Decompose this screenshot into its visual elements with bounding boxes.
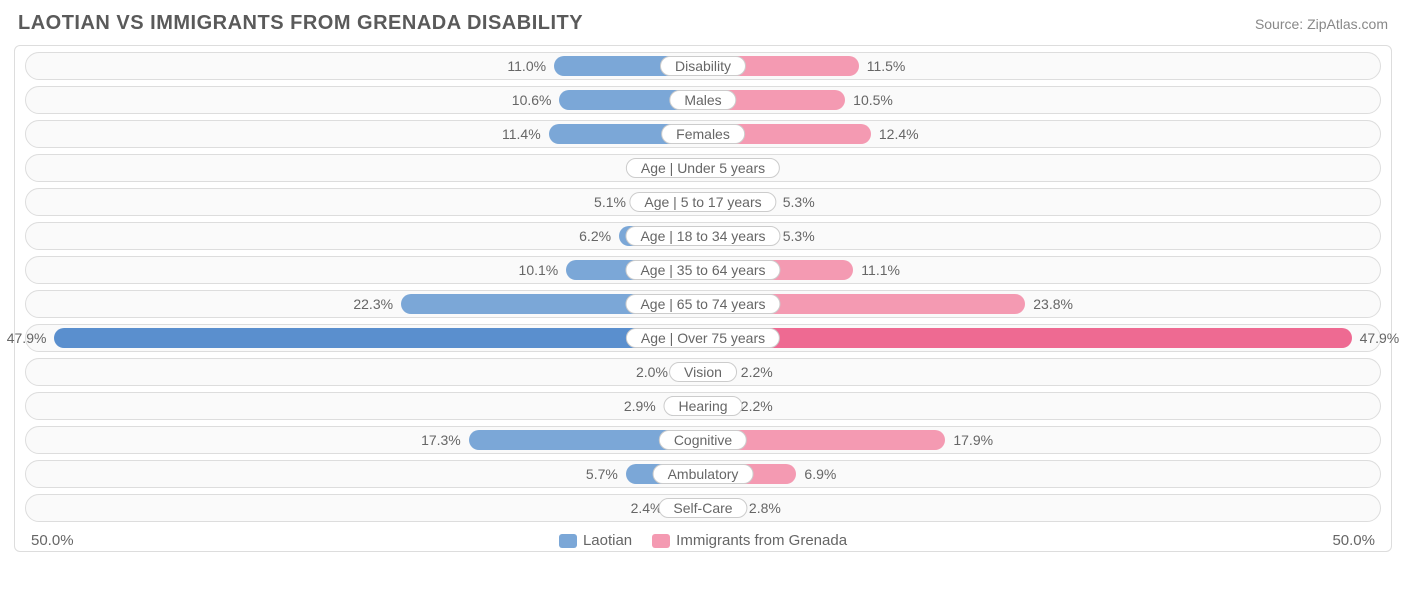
- value-left: 17.3%: [421, 427, 461, 453]
- category-label: Vision: [669, 362, 737, 382]
- category-label: Disability: [660, 56, 746, 76]
- chart-row: 2.9% 2.2%Hearing: [25, 392, 1381, 420]
- category-label: Age | 5 to 17 years: [629, 192, 776, 212]
- legend: Laotian Immigrants from Grenada: [559, 532, 847, 549]
- category-label: Age | Over 75 years: [626, 328, 780, 348]
- value-right: 2.2%: [741, 359, 773, 385]
- chart-row: 2.4%2.8%Self-Care: [25, 494, 1381, 522]
- axis-max-right: 50.0%: [1332, 532, 1375, 549]
- value-left: 47.9%: [7, 325, 47, 351]
- chart-row: 11.4% 12.4% Females: [25, 120, 1381, 148]
- value-right: 5.3%: [783, 189, 815, 215]
- chart-row: 47.9%47.9%Age | Over 75 years: [25, 324, 1381, 352]
- diverging-bar-chart: 11.0% 11.5% Disability 10.6% 10.5% Males 11.4%…: [14, 45, 1392, 552]
- category-label: Self-Care: [658, 498, 747, 518]
- chart-footer: 50.0% Laotian Immigrants from Grenada 50…: [25, 528, 1381, 549]
- value-left: 22.3%: [353, 291, 393, 317]
- value-left: 2.9%: [624, 393, 656, 419]
- value-left: 11.0%: [507, 53, 546, 79]
- category-label: Males: [669, 90, 736, 110]
- category-label: Females: [661, 124, 745, 144]
- value-left: 10.1%: [519, 257, 559, 283]
- value-right: 47.9%: [1360, 325, 1400, 351]
- category-label: Cognitive: [659, 430, 747, 450]
- value-right: 12.4%: [879, 121, 919, 147]
- category-label: Age | 65 to 74 years: [625, 294, 780, 314]
- chart-row: 10.6% 10.5% Males: [25, 86, 1381, 114]
- value-right: 23.8%: [1033, 291, 1073, 317]
- value-left: 10.6%: [512, 87, 552, 113]
- value-left: 5.1%: [594, 189, 626, 215]
- value-right: 11.5%: [867, 53, 906, 79]
- legend-swatch-left: [559, 534, 577, 548]
- chart-row: 22.3% 23.8% Age | 65 to 74 years: [25, 290, 1381, 318]
- value-right: 2.8%: [749, 495, 781, 521]
- value-right: 6.9%: [804, 461, 836, 487]
- chart-rows: 11.0% 11.5% Disability 10.6% 10.5% Males 11.4%…: [25, 52, 1381, 522]
- value-right: 5.3%: [783, 223, 815, 249]
- bar-left: [54, 328, 703, 348]
- chart-row: 11.0% 11.5% Disability: [25, 52, 1381, 80]
- legend-label-left: Laotian: [583, 532, 632, 549]
- value-left: 2.0%: [636, 359, 668, 385]
- header: LAOTIAN VS IMMIGRANTS FROM GRENADA DISAB…: [14, 12, 1392, 35]
- category-label: Age | 35 to 64 years: [625, 260, 780, 280]
- legend-item-right: Immigrants from Grenada: [652, 532, 847, 549]
- chart-row: 5.1% 5.3% Age | 5 to 17 years: [25, 188, 1381, 216]
- chart-row: 6.2% 5.3%Age | 18 to 34 years: [25, 222, 1381, 250]
- chart-row: 17.3% 17.9% Cognitive: [25, 426, 1381, 454]
- chart-row: 10.1% 11.1% Age | 35 to 64 years: [25, 256, 1381, 284]
- value-right: 17.9%: [953, 427, 993, 453]
- category-label: Hearing: [663, 396, 742, 416]
- source-attribution: Source: ZipAtlas.com: [1255, 16, 1388, 32]
- legend-label-right: Immigrants from Grenada: [676, 532, 847, 549]
- category-label: Age | 18 to 34 years: [625, 226, 780, 246]
- value-left: 5.7%: [586, 461, 618, 487]
- chart-row: 5.7% 6.9% Ambulatory: [25, 460, 1381, 488]
- value-right: 10.5%: [853, 87, 893, 113]
- axis-max-left: 50.0%: [31, 532, 74, 549]
- category-label: Age | Under 5 years: [626, 158, 780, 178]
- chart-title: LAOTIAN VS IMMIGRANTS FROM GRENADA DISAB…: [18, 12, 583, 35]
- value-left: 11.4%: [502, 121, 541, 147]
- bar-right: [703, 328, 1352, 348]
- value-right: 2.2%: [741, 393, 773, 419]
- value-left: 6.2%: [579, 223, 611, 249]
- chart-row: 1.2%0.94%Age | Under 5 years: [25, 154, 1381, 182]
- value-right: 11.1%: [861, 257, 900, 283]
- legend-swatch-right: [652, 534, 670, 548]
- chart-row: 2.0% 2.2%Vision: [25, 358, 1381, 386]
- category-label: Ambulatory: [653, 464, 754, 484]
- legend-item-left: Laotian: [559, 532, 632, 549]
